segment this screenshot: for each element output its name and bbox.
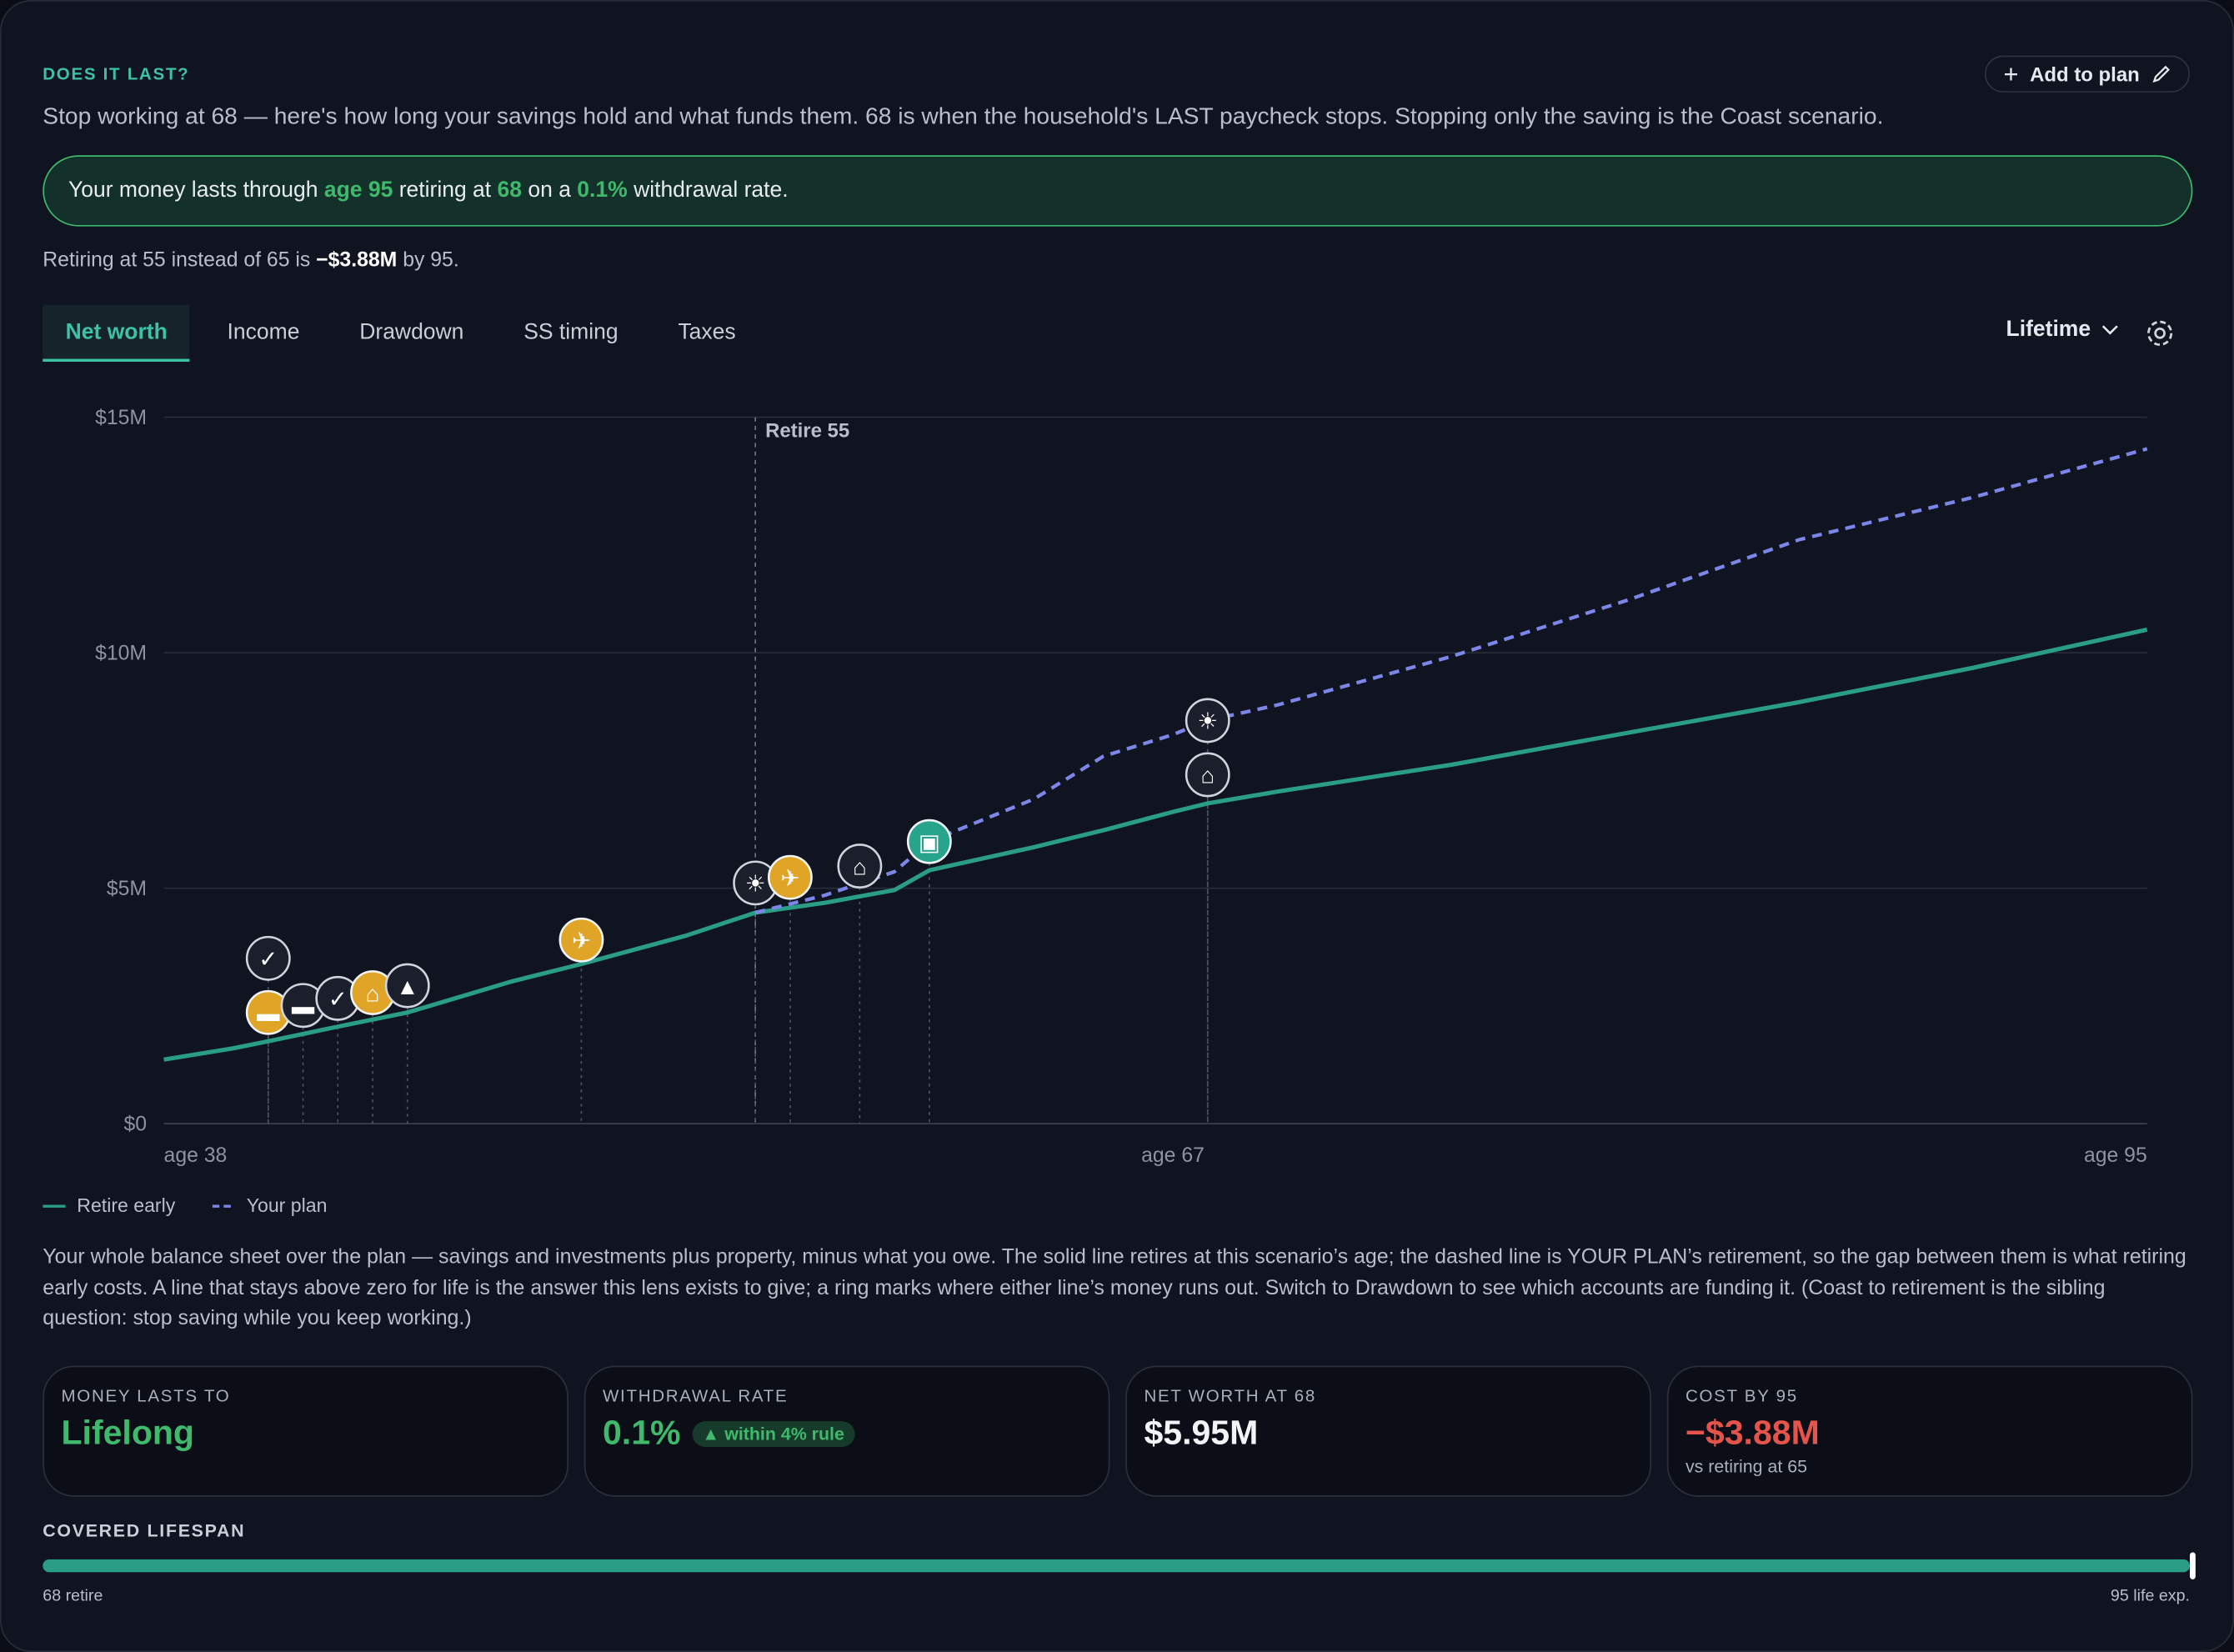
add-to-plan-button[interactable]: + Add to plan — [1984, 55, 2191, 93]
x-tick-label: age 67 — [1141, 1144, 1205, 1167]
event-icon: ⌂ — [1200, 763, 1215, 788]
lifespan-title: COVERED LIFESPAN — [43, 1520, 246, 1541]
tab[interactable]: Income — [227, 320, 300, 345]
event-icon: ✓ — [258, 946, 278, 972]
stat-value-row: $5.95M — [1144, 1414, 1632, 1454]
tab[interactable]: Taxes — [678, 320, 736, 345]
legend-item: Your plan — [212, 1194, 328, 1217]
stat-badge: ▲ within 4% rule — [692, 1421, 854, 1447]
stat-label: COST BY 95 — [1685, 1385, 1798, 1406]
legend-label: Retire early — [77, 1194, 176, 1217]
annotation-label: Retire 55 — [765, 420, 849, 443]
event-marker — [906, 818, 952, 864]
legend-swatch — [212, 1204, 236, 1208]
lifespan-end-marker — [2190, 1552, 2196, 1579]
stat-card: WITHDRAWAL RATE 0.1% ▲ within 4% rule — [584, 1365, 1110, 1497]
event-icon: ☀ — [1198, 708, 1219, 734]
tab[interactable]: Drawdown — [359, 320, 464, 345]
event-marker — [245, 935, 291, 981]
stat-sub: vs retiring at 65 — [1685, 1456, 1808, 1477]
legend: Retire early Your plan — [43, 1194, 328, 1217]
comparison-text: Retiring at 55 instead of 65 is — [43, 249, 317, 273]
event-icon: ✈ — [780, 865, 799, 891]
plus-icon: + — [2003, 58, 2019, 88]
banner-text: 68 — [497, 178, 523, 203]
range-select[interactable]: Lifetime — [2006, 318, 2120, 343]
banner-text: retiring at — [393, 178, 498, 203]
y-tick-label: $5M — [107, 878, 147, 900]
explanation: Your whole balance sheet over the plan —… — [43, 1246, 2186, 1330]
lifespan-start-label: 68 retire — [43, 1588, 103, 1605]
legend-item: Retire early — [43, 1194, 176, 1217]
y-tick-label: $15M — [95, 407, 147, 429]
stat-card: NET WORTH AT 68 $5.95M — [1125, 1365, 1651, 1497]
event-marker — [837, 844, 883, 889]
button-label: Add to plan — [2030, 63, 2140, 86]
settings-button[interactable] — [2143, 316, 2177, 350]
description: Stop working at 68 — here's how long you… — [43, 103, 1884, 130]
lifespan-bar — [43, 1559, 2191, 1573]
edit-icon — [2152, 65, 2170, 83]
stat-value: 0.1% — [602, 1414, 681, 1453]
stat-value: Lifelong — [61, 1414, 195, 1453]
stat-label: MONEY LASTS TO — [61, 1385, 231, 1406]
y-tick-label: $0 — [123, 1114, 147, 1136]
event-icon: ☀ — [745, 871, 766, 897]
comparison-text: by 95. — [397, 249, 459, 273]
event-icon: ▬ — [292, 994, 315, 1019]
chevron — [2102, 325, 2119, 335]
tab[interactable]: Net worth — [43, 304, 191, 362]
tab[interactable]: SS timing — [523, 320, 619, 345]
event-icon: ✈ — [572, 928, 591, 954]
stat-value: −$3.88M — [1685, 1414, 1820, 1453]
banner-text: age 95 — [323, 178, 393, 203]
tabs: Net worth Income Drawdown SS timing Taxes — [43, 304, 773, 362]
stat-value-row: −$3.88M — [1686, 1414, 2174, 1454]
stat-card: COST BY 95 −$3.88M vs retiring at 65 — [1666, 1365, 2193, 1497]
stat-value-row: 0.1% ▲ within 4% rule — [603, 1414, 1091, 1454]
legend-swatch — [43, 1204, 66, 1208]
chart: $0 $5M $10M $15M age 38 age 67 age 95 Retire 55… — [95, 407, 2148, 1167]
range-label: Lifetime — [2006, 318, 2091, 343]
event-icon: ✓ — [328, 986, 348, 1012]
lifespan-end-label: 95 life exp. — [2110, 1588, 2191, 1605]
event-icon: ▲ — [396, 974, 418, 999]
stat-card: MONEY LASTS TO Lifelong — [43, 1365, 569, 1497]
event-icon: ⌂ — [366, 980, 380, 1006]
stat-label: WITHDRAWAL RATE — [602, 1385, 789, 1406]
event-icon: ▬ — [257, 1000, 280, 1026]
y-tick-label: $10M — [95, 643, 147, 665]
banner-text: on a — [522, 178, 578, 203]
event-marker — [384, 963, 430, 1009]
x-tick-label: age 95 — [2084, 1144, 2147, 1167]
series-line — [163, 627, 2148, 1062]
stat-value: $5.95M — [1144, 1414, 1259, 1453]
banner-text: withdrawal rate. — [627, 178, 789, 203]
eyebrow: DOES IT LAST? — [43, 63, 190, 84]
series-line — [754, 447, 2148, 915]
event-marker — [1185, 698, 1230, 743]
stat-value-row: Lifelong — [61, 1414, 549, 1454]
banner-text: 0.1% — [577, 178, 628, 203]
event-icon: ▣ — [919, 829, 940, 855]
legend-label: Your plan — [246, 1194, 328, 1217]
x-tick-label: age 38 — [164, 1144, 228, 1167]
event-marker — [558, 917, 604, 963]
event-marker — [767, 854, 813, 900]
event-marker — [1185, 752, 1230, 798]
comparison-text: −$3.88M — [316, 249, 398, 273]
result-banner: Your money lasts through age 95 retiring… — [43, 155, 2193, 227]
banner-text: Your money lasts through — [68, 178, 324, 203]
stat-label: NET WORTH AT 68 — [1144, 1385, 1316, 1406]
comparison: Retiring at 55 instead of 65 is −$3.88M … — [43, 249, 458, 272]
event-icon: ⌂ — [853, 854, 867, 879]
